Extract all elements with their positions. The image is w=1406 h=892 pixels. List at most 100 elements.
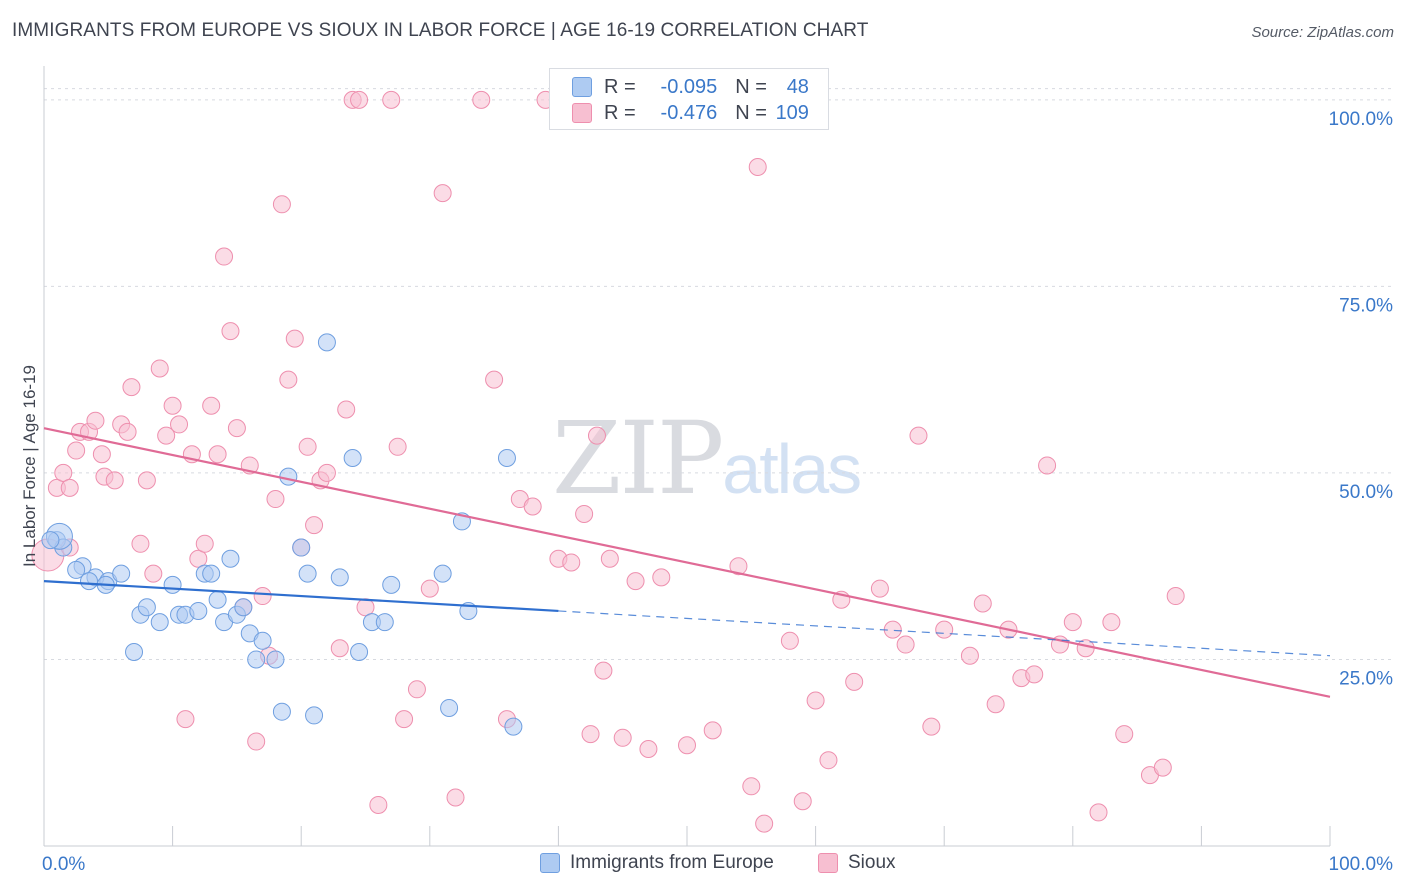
sioux-point: [472, 90, 491, 109]
europe-point: [41, 531, 60, 550]
sioux-point: [369, 795, 388, 814]
sioux-point: [337, 400, 356, 419]
legend-swatch-sioux: [572, 103, 592, 123]
sioux-point: [806, 691, 825, 710]
sioux-point: [420, 579, 439, 598]
sioux-point: [247, 732, 266, 751]
europe-point: [440, 698, 459, 717]
europe-point: [137, 598, 156, 617]
sioux-point: [60, 478, 79, 497]
sioux-point: [266, 490, 285, 509]
sioux-point: [729, 557, 748, 576]
sioux-point: [137, 471, 156, 490]
sioux-point: [433, 184, 452, 203]
sioux-point: [388, 437, 407, 456]
sioux-point: [189, 549, 208, 568]
europe-point: [189, 601, 208, 620]
sioux-point: [330, 639, 349, 658]
europe-point: [305, 706, 324, 725]
europe-point: [112, 564, 131, 583]
europe-point: [247, 650, 266, 669]
series-legend-europe: Immigrants from Europe: [540, 852, 774, 874]
tick-labels: 25.0% 50.0% 75.0% 100.0% 0.0% 100.0%: [42, 109, 1393, 875]
sioux-point: [144, 564, 163, 583]
series-swatch-sioux: [818, 853, 838, 873]
sioux-point: [105, 471, 124, 490]
sioux-point: [793, 792, 812, 811]
europe-point: [504, 717, 523, 736]
y-tick-label: 100.0%: [1329, 109, 1394, 130]
sioux-point: [748, 158, 767, 176]
sioux-point: [279, 370, 298, 389]
y-tick-label: 50.0%: [1339, 482, 1393, 503]
europe-point: [298, 564, 317, 583]
sioux-point: [1089, 803, 1108, 822]
sioux-point: [118, 422, 137, 441]
chart-title: IMMIGRANTS FROM EUROPE VS SIOUX IN LABOR…: [12, 20, 869, 41]
sioux-point: [1166, 587, 1185, 606]
europe-point: [330, 568, 349, 587]
europe-point: [433, 564, 452, 583]
sioux-point: [845, 672, 864, 691]
legend-swatch-europe: [572, 77, 592, 97]
chart-source: Source: ZipAtlas.com: [1251, 24, 1394, 41]
sioux-point: [157, 426, 176, 445]
europe-point: [266, 650, 285, 669]
sioux-point: [253, 587, 272, 606]
correlation-legend: R = -0.095 N = 48 R = -0.476 N = 109: [549, 68, 829, 130]
sioux-point: [67, 441, 86, 460]
europe-point: [208, 590, 227, 609]
europe-point: [272, 702, 291, 721]
europe-trend-line: [43, 580, 559, 613]
sioux-point: [639, 740, 658, 758]
trend-lines: [43, 427, 1331, 698]
sioux-point: [562, 553, 581, 572]
watermark: ZIPatlas: [552, 400, 862, 517]
sioux-point: [54, 463, 73, 482]
sioux-point: [446, 788, 465, 807]
watermark-zip: ZIP: [552, 400, 724, 517]
sioux-point: [1153, 758, 1172, 777]
sioux-point: [122, 378, 141, 397]
europe-point: [234, 598, 253, 617]
legend-row-sioux: R = -0.476 N = 109: [572, 100, 809, 126]
sioux-point: [317, 463, 336, 482]
europe-point: [221, 549, 240, 568]
sioux-point: [523, 497, 542, 516]
legend-n-label: N =: [735, 75, 767, 98]
europe-point: [150, 613, 169, 632]
sioux-point: [208, 445, 227, 464]
sioux-point: [202, 396, 221, 415]
series-legend-sioux: Sioux: [818, 852, 896, 874]
series-label-europe: Immigrants from Europe: [570, 852, 774, 873]
sioux-point: [1038, 456, 1057, 475]
y-tick-label: 75.0%: [1339, 295, 1393, 316]
sioux-points: [31, 90, 1185, 833]
sioux-point: [960, 646, 979, 665]
legend-n-label: N =: [735, 101, 767, 124]
sioux-point: [626, 572, 645, 591]
sioux-point: [986, 695, 1005, 714]
sioux-point: [652, 568, 671, 587]
legend-row-europe: R = -0.095 N = 48: [572, 74, 809, 100]
sioux-point: [678, 736, 696, 755]
sioux-point: [86, 411, 105, 430]
sioux-point: [227, 419, 246, 438]
sioux-point: [587, 426, 606, 445]
sioux-point: [150, 359, 169, 378]
europe-point: [292, 538, 311, 557]
sioux-point: [407, 680, 426, 699]
europe-point: [125, 643, 144, 661]
sioux-point: [170, 415, 189, 434]
sioux-point: [973, 594, 992, 613]
series-swatch-europe: [540, 853, 560, 873]
sioux-point: [594, 661, 613, 680]
europe-point: [317, 333, 336, 352]
sioux-point: [613, 728, 632, 747]
sioux-point: [819, 751, 838, 770]
sioux-point: [1025, 665, 1044, 684]
watermark-atlas: atlas: [722, 430, 862, 508]
europe-point: [375, 613, 394, 632]
legend-n-value: 109: [775, 101, 809, 124]
sioux-point: [298, 437, 317, 456]
